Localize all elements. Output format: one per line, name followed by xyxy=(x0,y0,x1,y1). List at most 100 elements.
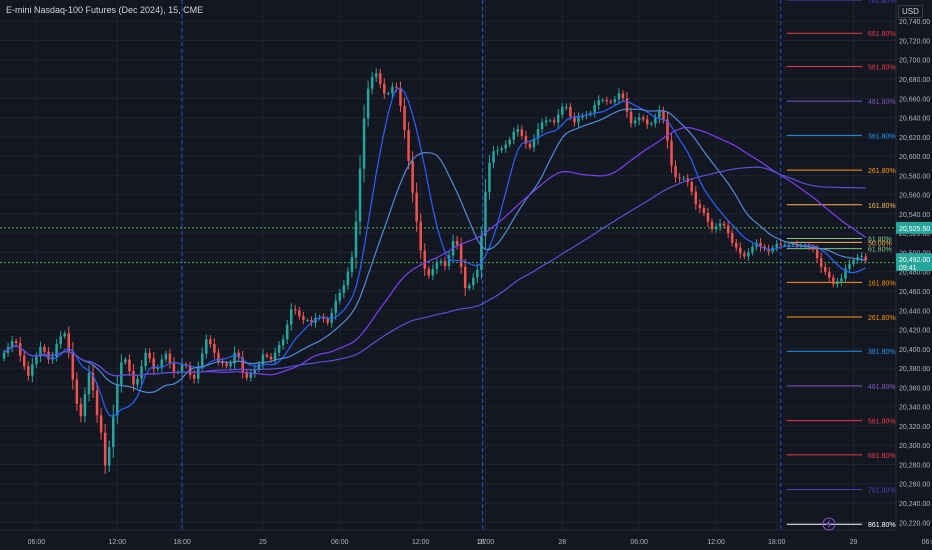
candle-body xyxy=(811,246,815,250)
y-tick-label: 20,740.00 xyxy=(899,19,930,26)
candle-body xyxy=(532,138,536,148)
candle-body xyxy=(601,100,605,102)
candle-body xyxy=(233,352,236,364)
candle-body xyxy=(459,244,463,267)
candle-body xyxy=(35,356,38,365)
candle-body xyxy=(722,223,726,226)
candle-body xyxy=(124,359,127,363)
candle-body xyxy=(362,118,366,169)
fib-level-label: 461.80% xyxy=(868,99,896,106)
candle-body xyxy=(734,242,738,248)
candle-body xyxy=(637,117,641,121)
candle-body xyxy=(103,432,107,466)
candle-body xyxy=(641,117,645,120)
candle-body xyxy=(160,359,164,368)
candle-body xyxy=(75,379,79,404)
candle-body xyxy=(779,243,783,245)
candle-body xyxy=(99,415,103,433)
candle-body xyxy=(443,261,447,266)
moving-average-line xyxy=(3,126,867,377)
candle-body xyxy=(71,351,75,380)
candle-body xyxy=(633,120,637,124)
candle-body xyxy=(439,261,443,264)
candle-body xyxy=(229,363,232,367)
candle-body xyxy=(544,120,548,123)
y-tick-label: 20,640.00 xyxy=(899,116,930,123)
candle-body xyxy=(294,309,297,311)
candle-body xyxy=(245,371,249,378)
candle-body xyxy=(605,100,609,102)
candle-body xyxy=(354,221,358,258)
x-tick-label: 27 xyxy=(479,539,487,546)
candle-body xyxy=(180,364,184,372)
candle-body xyxy=(548,120,552,122)
candle-body xyxy=(221,361,224,364)
candle-body xyxy=(702,208,706,213)
candle-body xyxy=(472,277,475,286)
currency-button[interactable]: USD xyxy=(898,5,923,18)
candle-body xyxy=(706,212,710,222)
candle-body xyxy=(791,243,795,245)
candle-body xyxy=(645,119,649,125)
candle-body xyxy=(164,353,168,360)
candle-body xyxy=(83,394,87,417)
candle-body xyxy=(14,341,18,344)
y-tick-label: 20,320.00 xyxy=(899,424,930,431)
candle-body xyxy=(807,245,811,247)
candle-body xyxy=(18,343,22,356)
candle-body xyxy=(556,114,560,123)
candle-body xyxy=(569,106,572,117)
y-tick-label: 20,620.00 xyxy=(899,135,930,142)
fib-level-label: 461.80% xyxy=(868,384,896,391)
candle-body xyxy=(763,246,766,249)
candle-body xyxy=(95,390,99,416)
y-tick-label: 20,720.00 xyxy=(899,38,930,45)
fib-level-label: 161.80% xyxy=(868,203,896,210)
candle-body xyxy=(783,244,787,246)
candle-body xyxy=(698,204,702,209)
y-tick-label: 20,220.00 xyxy=(899,520,930,527)
candle-body xyxy=(629,111,633,124)
candle-body xyxy=(374,73,378,78)
candle-body xyxy=(277,344,281,353)
candle-body xyxy=(144,352,147,367)
candle-body xyxy=(391,86,394,94)
candle-body xyxy=(500,148,503,151)
candle-body xyxy=(828,271,831,278)
candle-body xyxy=(253,369,257,373)
candle-body xyxy=(423,250,427,269)
candle-body xyxy=(476,269,479,278)
y-tick-label: 20,380.00 xyxy=(899,366,930,373)
candle-body xyxy=(504,144,507,149)
candle-body xyxy=(350,257,354,272)
candle-body xyxy=(91,372,95,391)
candle-body xyxy=(261,354,265,365)
current-price-tag xyxy=(896,253,932,272)
candle-body xyxy=(666,119,669,141)
candle-body xyxy=(678,177,681,179)
lightning-icon xyxy=(822,517,836,531)
candle-body xyxy=(431,268,435,276)
fib-level-label: 661.80% xyxy=(868,453,896,460)
candle-body xyxy=(403,106,406,131)
candle-body xyxy=(387,93,390,95)
candle-body xyxy=(621,93,625,99)
candle-body xyxy=(2,352,6,359)
candle-body xyxy=(225,363,228,367)
candle-body xyxy=(654,117,657,124)
moving-average-line xyxy=(3,87,866,418)
candle-body xyxy=(565,106,568,108)
fib-level-label: 50.00% xyxy=(868,240,892,247)
candle-body xyxy=(43,346,46,352)
candle-body xyxy=(577,117,580,123)
x-tick-label: 29 xyxy=(850,539,858,546)
candle-body xyxy=(200,353,204,367)
moving-average-line xyxy=(3,108,866,394)
x-tick-label: 25 xyxy=(259,539,267,546)
fib-level-label: 61.80% xyxy=(868,247,892,254)
candle-body xyxy=(205,339,208,354)
candle-body xyxy=(59,336,62,345)
x-tick-label: 28 xyxy=(558,539,566,546)
